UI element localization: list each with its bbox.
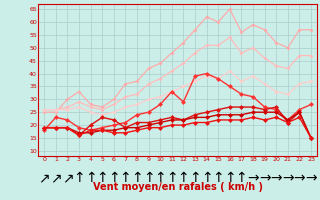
X-axis label: Vent moyen/en rafales ( km/h ): Vent moyen/en rafales ( km/h ) [92, 182, 263, 192]
